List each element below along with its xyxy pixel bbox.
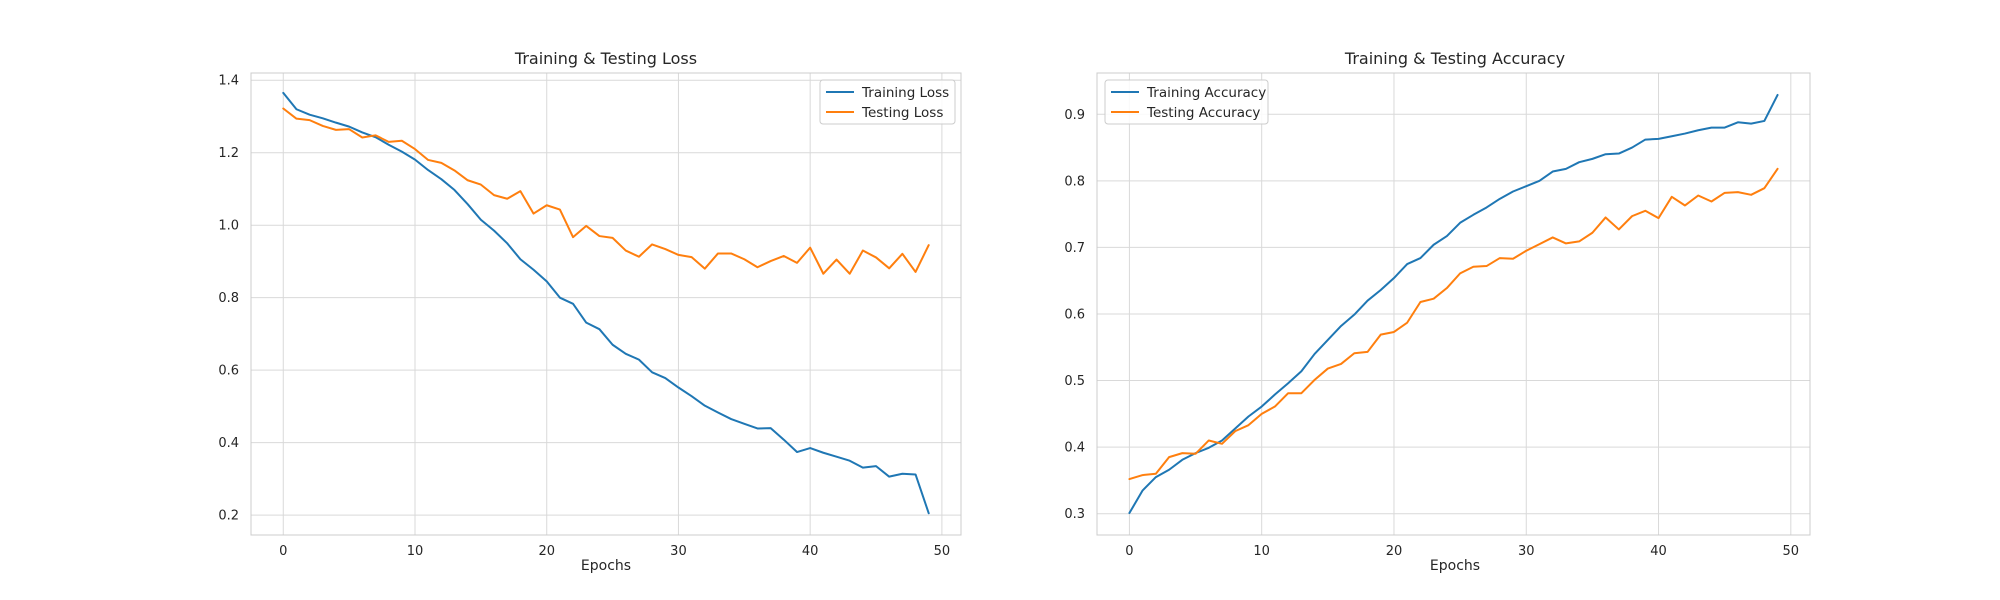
accuracy-x-tick-label: 40 [1650, 544, 1667, 559]
loss-legend: Training Loss Testing Loss [819, 79, 956, 125]
loss-plot-area: 0 10 20 30 40 50 0.2 0.4 0.6 0.8 1.0 1.2 1.4 Training… [218, 72, 962, 559]
accuracy-x-tick-label: 20 [1386, 544, 1403, 559]
accuracy-series-line-testing [1128, 167, 1779, 481]
accuracy-y-tick-label: 0.9 [1064, 108, 1085, 123]
loss-x-tick-label: 0 [279, 544, 287, 559]
loss-series-line-training [282, 91, 930, 515]
loss-x-tick-label: 10 [407, 544, 424, 559]
loss-x-tick-label: 20 [538, 544, 555, 559]
accuracy-x-tick-label: 30 [1518, 544, 1535, 559]
loss-plot-background [251, 73, 961, 535]
loss-y-tick-label: 1.2 [218, 146, 239, 161]
loss-y-tick-label: 0.6 [218, 364, 239, 379]
loss-legend-label: Training Loss [861, 85, 949, 101]
accuracy-y-tick-label: 0.8 [1064, 174, 1085, 189]
accuracy-x-tick-label: 50 [1783, 544, 1800, 559]
accuracy-x-tick-label: 10 [1253, 544, 1270, 559]
accuracy-legend-box [1104, 79, 1269, 125]
accuracy-y-tick-label: 0.7 [1064, 241, 1085, 256]
loss-y-tick-label: 0.8 [218, 291, 239, 306]
accuracy-y-tick-label: 0.4 [1064, 441, 1085, 456]
accuracy-x-axis-label: Epochs [1430, 558, 1480, 574]
accuracy-y-tick-label: 0.5 [1064, 374, 1085, 389]
loss-y-tick-label: 0.4 [218, 436, 239, 451]
loss-legend-label: Testing Loss [861, 105, 943, 121]
loss-chart-title: Training & Testing Loss [514, 49, 697, 68]
accuracy-legend: Training Accuracy Testing Accuracy [1104, 79, 1269, 125]
loss-x-tick-label: 30 [670, 544, 687, 559]
loss-y-tick-label: 0.2 [218, 509, 239, 524]
loss-chart: 0 10 20 30 40 50 0.2 0.4 0.6 0.8 1.0 1.2 1.4 Training… [218, 49, 962, 574]
loss-series-line-testing [282, 107, 930, 275]
loss-x-tick-label: 50 [934, 544, 951, 559]
loss-plot-frame [250, 72, 962, 536]
accuracy-plot-background [1097, 73, 1810, 535]
accuracy-plot-frame [1096, 72, 1811, 536]
accuracy-y-tick-label: 0.6 [1064, 307, 1085, 322]
accuracy-legend-label: Training Accuracy [1146, 85, 1266, 101]
accuracy-legend-label: Testing Accuracy [1146, 105, 1260, 121]
accuracy-plot-area: 0 10 20 30 40 50 0.3 0.4 0.5 0.6 0.7 0.8 0.9 Training… [1064, 72, 1811, 559]
accuracy-x-tick-label: 0 [1125, 544, 1133, 559]
accuracy-y-tick-label: 0.3 [1064, 507, 1085, 522]
loss-y-tick-label: 1.4 [218, 74, 239, 89]
loss-x-axis-label: Epochs [581, 558, 631, 574]
accuracy-chart-title: Training & Testing Accuracy [1344, 49, 1565, 68]
loss-y-tick-label: 1.0 [218, 219, 239, 234]
accuracy-series-line-training [1128, 93, 1779, 515]
accuracy-chart: 0 10 20 30 40 50 0.3 0.4 0.5 0.6 0.7 0.8 0.9 Training… [1064, 49, 1811, 574]
loss-x-tick-label: 40 [802, 544, 819, 559]
